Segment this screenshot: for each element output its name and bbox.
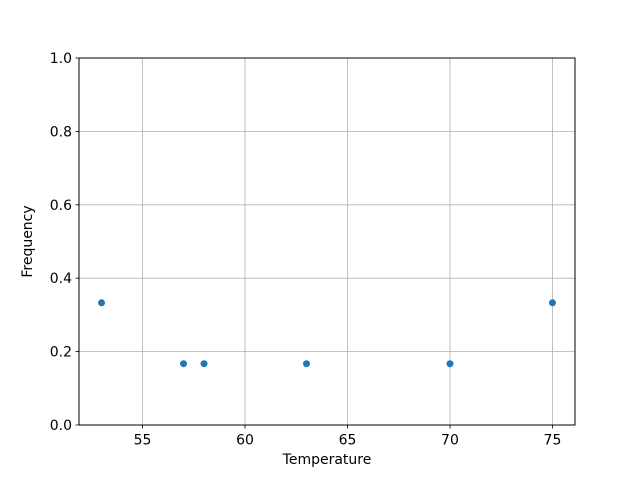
y-tick-label: 1.0 — [50, 51, 72, 67]
axes-frame — [78, 57, 576, 426]
scatter-point — [446, 360, 454, 368]
x-tick-label: 60 — [236, 433, 254, 449]
x-tick-label: 75 — [544, 433, 562, 449]
scatter-point — [303, 360, 311, 368]
y-tick-label: 0.0 — [50, 418, 72, 434]
y-axis-label: Frequency — [20, 205, 36, 277]
x-tick-label: 65 — [339, 433, 357, 449]
x-tick-label: 55 — [134, 433, 152, 449]
x-tick-label: 70 — [441, 433, 459, 449]
scatter-point — [98, 299, 106, 307]
y-tick-label: 0.2 — [50, 345, 72, 361]
scatter-point — [200, 360, 208, 368]
plot-background — [79, 58, 575, 425]
y-tick-label: 0.6 — [50, 198, 72, 214]
y-tick-label: 0.8 — [50, 124, 72, 140]
x-axis-label: Temperature — [282, 452, 372, 468]
scatter-point — [548, 299, 556, 307]
y-tick-label: 0.4 — [50, 271, 72, 287]
scatter-point — [180, 360, 188, 368]
